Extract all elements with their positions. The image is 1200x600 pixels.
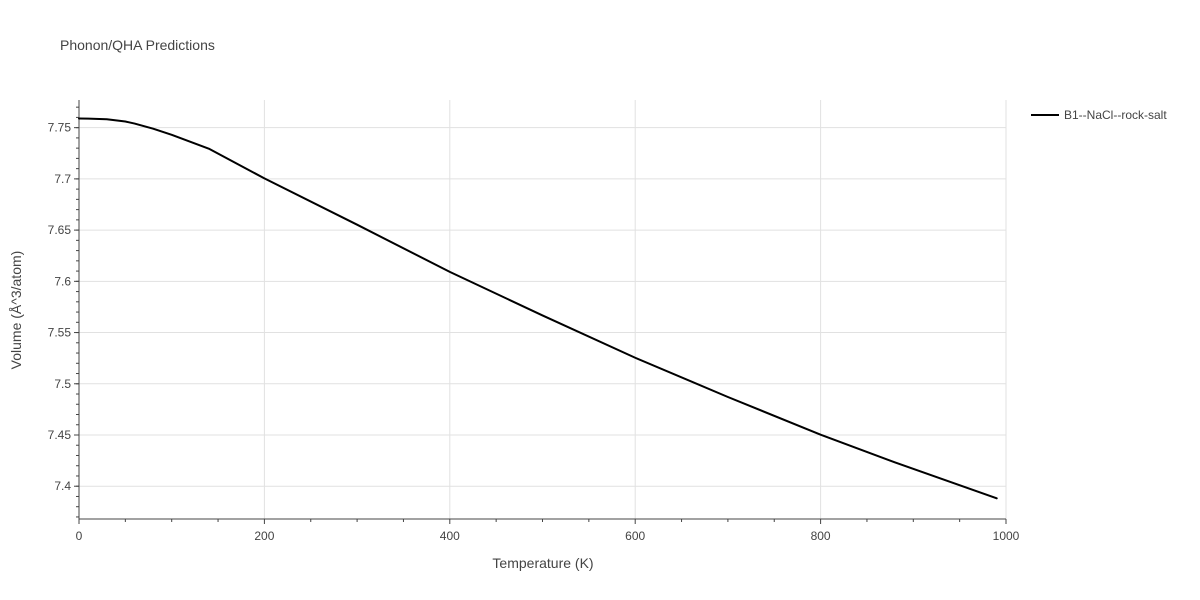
- y-minor-ticks: [74, 106, 79, 518]
- x-minor-ticks: [78, 519, 1007, 524]
- x-tick-label: 0: [76, 529, 83, 543]
- y-tick-label: 7.65: [48, 223, 72, 237]
- y-tick-label: 7.5: [54, 377, 71, 391]
- x-axis-title: Temperature (K): [492, 555, 593, 571]
- x-tick-label: 600: [625, 529, 645, 543]
- series-line: [78, 117, 998, 500]
- x-tick-label: 800: [811, 529, 831, 543]
- y-tick-labels: 7.4 7.45 7.5 7.55 7.6 7.65 7.7 7.75: [48, 121, 72, 494]
- legend[interactable]: B1--NaCl--rock-salt: [1031, 108, 1167, 122]
- x-tick-label: 200: [254, 529, 274, 543]
- y-tick-label: 7.55: [48, 326, 72, 340]
- y-tick-label: 7.6: [54, 274, 71, 288]
- chart-title: Phonon/QHA Predictions: [60, 37, 215, 53]
- y-tick-label: 7.7: [54, 172, 71, 186]
- x-tick-label: 1000: [993, 529, 1020, 543]
- y-gridlines: [79, 127, 1006, 487]
- y-axis-title: Volume (Å^3/atom): [8, 251, 24, 370]
- x-tick-label: 400: [440, 529, 460, 543]
- y-tick-label: 7.75: [48, 121, 72, 135]
- y-tick-label: 7.45: [48, 428, 72, 442]
- series-layer: [78, 117, 998, 500]
- x-gridlines: [263, 100, 1007, 519]
- y-tick-label: 7.4: [54, 479, 71, 493]
- x-tick-labels: 0 200 400 600 800 1000: [76, 529, 1020, 543]
- legend-item-label: B1--NaCl--rock-salt: [1064, 108, 1167, 122]
